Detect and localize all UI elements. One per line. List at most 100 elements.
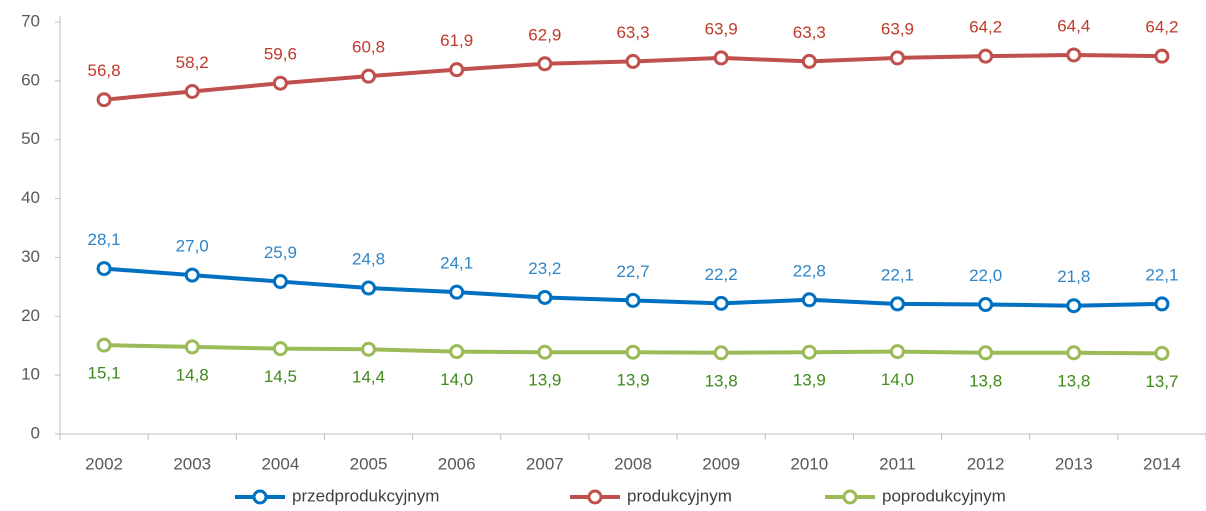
value-label: 13,8 <box>969 371 1002 390</box>
value-label: 64,4 <box>1057 16 1090 35</box>
value-label: 15,1 <box>88 364 121 383</box>
value-label: 60,8 <box>352 38 385 57</box>
x-tick-label: 2006 <box>438 454 476 473</box>
value-label: 62,9 <box>528 25 561 44</box>
point <box>361 68 377 84</box>
value-label: 22,1 <box>1145 265 1178 284</box>
x-tick-label: 2007 <box>526 454 564 473</box>
x-tick-label: 2010 <box>790 454 828 473</box>
point <box>96 261 112 277</box>
value-label: 63,3 <box>793 23 826 42</box>
point <box>184 267 200 283</box>
point <box>801 292 817 308</box>
x-tick-label: 2014 <box>1143 454 1181 473</box>
legend-label: przedprodukcyjnym <box>292 486 439 505</box>
point <box>713 295 729 311</box>
point <box>978 345 994 361</box>
value-label: 13,8 <box>1057 371 1090 390</box>
value-label: 13,9 <box>528 371 561 390</box>
value-label: 22,2 <box>705 265 738 284</box>
point <box>625 292 641 308</box>
value-label: 13,7 <box>1145 372 1178 391</box>
point <box>449 62 465 78</box>
point <box>449 284 465 300</box>
value-label: 22,7 <box>616 262 649 281</box>
point <box>361 280 377 296</box>
point <box>449 344 465 360</box>
value-label: 61,9 <box>440 31 473 50</box>
y-tick-label: 60 <box>21 70 40 89</box>
point <box>96 337 112 353</box>
value-label: 64,2 <box>969 18 1002 37</box>
value-label: 63,3 <box>616 23 649 42</box>
x-tick-label: 2009 <box>702 454 740 473</box>
legend-label: poprodukcyjnym <box>882 486 1006 505</box>
value-label: 56,8 <box>88 61 121 80</box>
value-label: 22,8 <box>793 261 826 280</box>
value-label: 25,9 <box>264 243 297 262</box>
point <box>1154 48 1170 64</box>
value-label: 14,4 <box>352 368 385 387</box>
value-label: 28,1 <box>88 230 121 249</box>
value-label: 13,8 <box>705 371 738 390</box>
point <box>978 297 994 313</box>
value-label: 59,6 <box>264 45 297 64</box>
point <box>1066 345 1082 361</box>
x-tick-label: 2002 <box>85 454 123 473</box>
value-label: 22,1 <box>881 265 914 284</box>
value-label: 23,2 <box>528 259 561 278</box>
point <box>801 53 817 69</box>
legend-label: produkcyjnym <box>627 486 732 505</box>
value-label: 24,1 <box>440 254 473 273</box>
value-label: 64,2 <box>1145 18 1178 37</box>
x-tick-label: 2005 <box>350 454 388 473</box>
point <box>713 345 729 361</box>
point <box>1066 298 1082 314</box>
point <box>272 274 288 290</box>
y-tick-label: 0 <box>31 423 40 442</box>
value-label: 63,9 <box>705 19 738 38</box>
point <box>96 92 112 108</box>
point <box>889 50 905 66</box>
y-tick-label: 30 <box>21 247 40 266</box>
point <box>889 344 905 360</box>
point <box>537 289 553 305</box>
value-label: 27,0 <box>176 237 209 256</box>
value-label: 13,9 <box>793 371 826 390</box>
point <box>713 50 729 66</box>
value-label: 21,8 <box>1057 267 1090 286</box>
value-label: 14,8 <box>176 365 209 384</box>
x-tick-label: 2008 <box>614 454 652 473</box>
value-label: 58,2 <box>176 53 209 72</box>
x-tick-label: 2013 <box>1055 454 1093 473</box>
x-tick-label: 2011 <box>879 454 916 473</box>
point <box>184 339 200 355</box>
x-tick-label: 2012 <box>967 454 1005 473</box>
value-label: 14,0 <box>440 370 473 389</box>
y-tick-label: 50 <box>21 129 40 148</box>
point <box>537 344 553 360</box>
y-tick-label: 40 <box>21 188 40 207</box>
point <box>978 48 994 64</box>
value-label: 63,9 <box>881 19 914 38</box>
x-tick-label: 2004 <box>261 454 299 473</box>
point <box>625 344 641 360</box>
value-label: 22,0 <box>969 266 1002 285</box>
legend-marker <box>587 489 603 505</box>
y-tick-label: 20 <box>21 306 40 325</box>
point <box>1066 47 1082 63</box>
point <box>537 56 553 72</box>
value-label: 14,5 <box>264 367 297 386</box>
point <box>1154 345 1170 361</box>
point <box>625 53 641 69</box>
point <box>272 75 288 91</box>
value-label: 14,0 <box>881 370 914 389</box>
point <box>184 83 200 99</box>
y-tick-label: 70 <box>21 11 40 30</box>
point <box>1154 296 1170 312</box>
value-label: 13,9 <box>616 371 649 390</box>
point <box>801 344 817 360</box>
y-tick-label: 10 <box>21 365 40 384</box>
x-tick-label: 2003 <box>173 454 211 473</box>
